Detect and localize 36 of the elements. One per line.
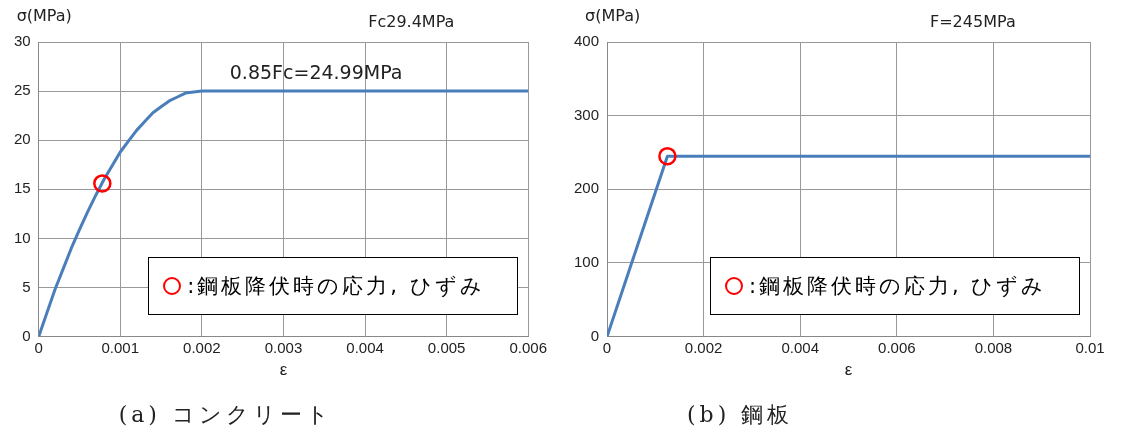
y-tick-label: 10 bbox=[14, 228, 31, 246]
text: (a) コンクリート bbox=[118, 401, 333, 429]
x-tick-label: 0.008 bbox=[974, 338, 1013, 356]
y-tick-label: 0 bbox=[22, 326, 31, 344]
x-tick-label: 0.002 bbox=[684, 338, 723, 356]
y-tick-label: 0 bbox=[590, 326, 600, 344]
legend-label: :鋼板降伏時の応力, ひずみ bbox=[187, 272, 485, 300]
annotation: 0.85Fc=24.99MPa bbox=[229, 60, 403, 83]
x-tick-label: 0.002 bbox=[183, 338, 221, 356]
x-tick-label: 0.005 bbox=[427, 338, 466, 356]
x-tick-label: 0 bbox=[602, 338, 612, 356]
y-tick-label: 100 bbox=[574, 253, 600, 271]
y-tick-label: 15 bbox=[14, 179, 31, 197]
y-tick-label: 5 bbox=[22, 277, 31, 295]
y-tick-label: 400 bbox=[574, 32, 600, 50]
y-tick-label: 20 bbox=[14, 130, 31, 148]
x-tick-label: 0.003 bbox=[264, 338, 303, 356]
x-tick-label: 0.001 bbox=[101, 338, 140, 356]
x-axis-title: ε bbox=[844, 360, 853, 380]
y-axis-title: σ(MPa) bbox=[16, 6, 72, 25]
legend-label: :鋼板降伏時の応力, ひずみ bbox=[749, 272, 1047, 300]
text: F=245MPa bbox=[930, 12, 1016, 31]
x-tick-label: 0.006 bbox=[878, 338, 916, 356]
y-tick-label: 200 bbox=[574, 179, 600, 197]
x-tick-label: 0.01 bbox=[1075, 338, 1105, 356]
x-tick-label: 0 bbox=[34, 338, 43, 356]
y-tick-label: 30 bbox=[14, 32, 31, 50]
x-axis-title: ε bbox=[279, 360, 288, 380]
y-axis-title: σ(MPa) bbox=[585, 6, 641, 25]
x-tick-label: 0.004 bbox=[781, 338, 819, 356]
x-tick-label: 0.004 bbox=[346, 338, 384, 356]
text: (b) 鋼板 bbox=[687, 401, 794, 429]
y-tick-label: 300 bbox=[574, 105, 600, 123]
text: Fc29.4MPa bbox=[368, 12, 455, 31]
x-tick-label: 0.006 bbox=[509, 338, 548, 356]
y-tick-label: 25 bbox=[14, 81, 31, 99]
